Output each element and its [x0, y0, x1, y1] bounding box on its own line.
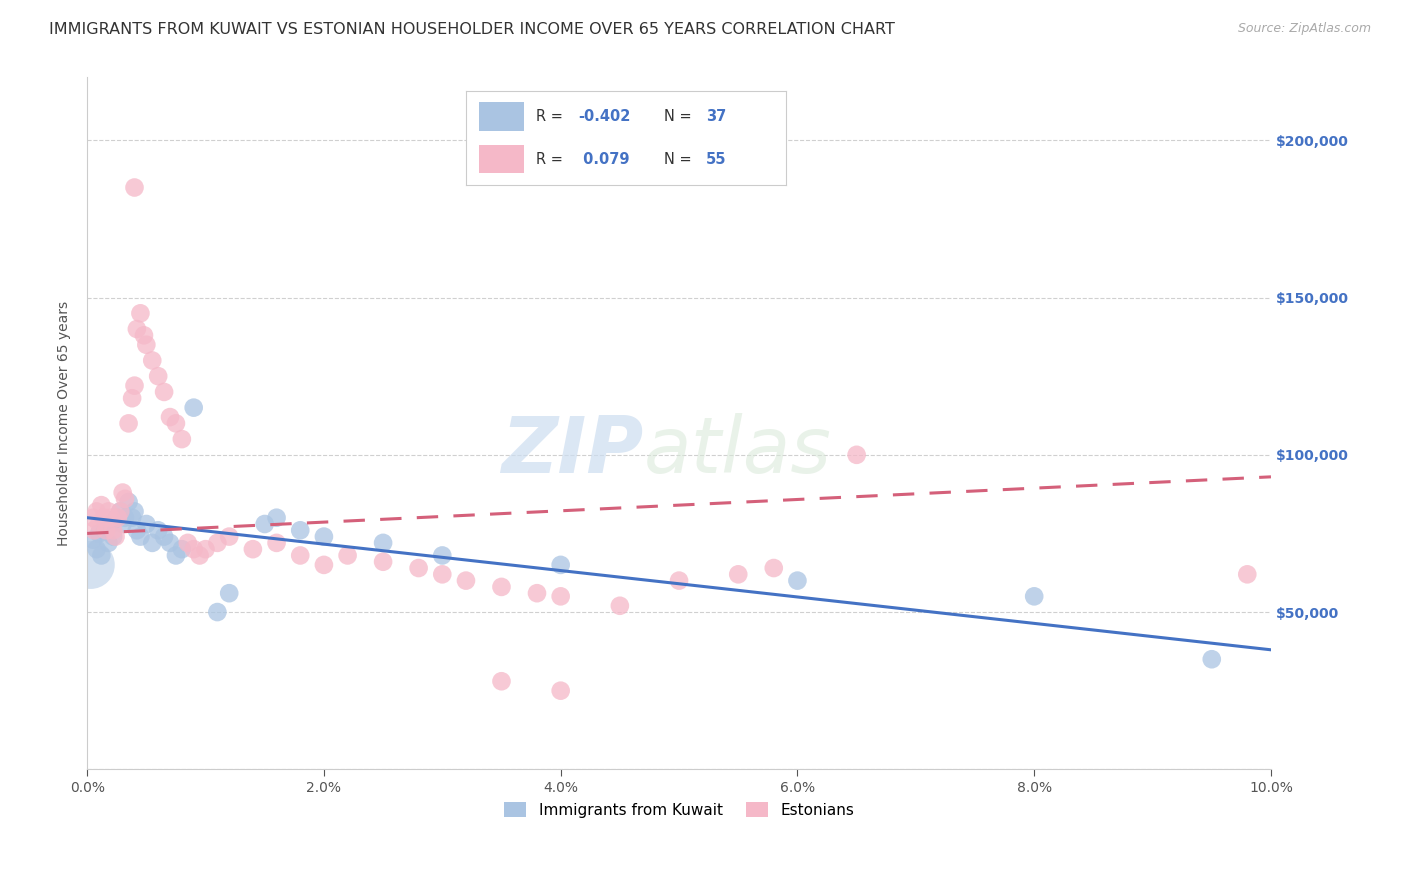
Point — [170, 542, 193, 557]
Point — [183, 401, 205, 415]
Point — [104, 530, 127, 544]
Point — [86, 504, 108, 518]
Point — [1236, 567, 1258, 582]
Point — [242, 542, 264, 557]
Point — [550, 590, 572, 604]
Point — [97, 504, 120, 518]
Point — [107, 510, 129, 524]
Point — [125, 322, 148, 336]
Point — [408, 561, 430, 575]
Point — [135, 337, 157, 351]
Point — [491, 580, 513, 594]
Point — [786, 574, 808, 588]
Point — [159, 536, 181, 550]
Point — [371, 555, 394, 569]
Point — [114, 491, 136, 506]
Point — [129, 530, 152, 544]
Point — [111, 485, 134, 500]
Point — [170, 432, 193, 446]
Text: IMMIGRANTS FROM KUWAIT VS ESTONIAN HOUSEHOLDER INCOME OVER 65 YEARS CORRELATION : IMMIGRANTS FROM KUWAIT VS ESTONIAN HOUSE… — [49, 22, 896, 37]
Point — [148, 369, 170, 384]
Point — [103, 530, 125, 544]
Point — [762, 561, 785, 575]
Point — [124, 504, 146, 518]
Point — [103, 524, 125, 538]
Point — [87, 516, 110, 531]
Point — [266, 510, 288, 524]
Point — [111, 516, 134, 531]
Point — [117, 495, 139, 509]
Point — [188, 549, 211, 563]
Point — [266, 536, 288, 550]
Point — [97, 536, 120, 550]
Point — [312, 558, 335, 572]
Point — [117, 417, 139, 431]
Point — [609, 599, 631, 613]
Point — [124, 180, 146, 194]
Point — [290, 549, 312, 563]
Point — [93, 510, 115, 524]
Point — [90, 549, 112, 563]
Point — [110, 504, 132, 518]
Point — [90, 498, 112, 512]
Point — [135, 516, 157, 531]
Point — [153, 384, 176, 399]
Point — [100, 516, 122, 531]
Point — [432, 567, 454, 582]
Point — [82, 510, 104, 524]
Point — [114, 510, 136, 524]
Point — [83, 524, 105, 538]
Point — [207, 605, 229, 619]
Point — [132, 328, 155, 343]
Y-axis label: Householder Income Over 65 years: Householder Income Over 65 years — [58, 301, 72, 546]
Point — [194, 542, 217, 557]
Point — [121, 391, 143, 405]
Point — [159, 410, 181, 425]
Point — [110, 504, 132, 518]
Point — [100, 510, 122, 524]
Point — [727, 567, 749, 582]
Point — [82, 533, 104, 547]
Point — [550, 558, 572, 572]
Point — [290, 524, 312, 538]
Point — [165, 417, 187, 431]
Point — [124, 378, 146, 392]
Point — [1201, 652, 1223, 666]
Point — [125, 524, 148, 538]
Point — [845, 448, 868, 462]
Point — [165, 549, 187, 563]
Point — [526, 586, 548, 600]
Point — [94, 524, 117, 538]
Legend: Immigrants from Kuwait, Estonians: Immigrants from Kuwait, Estonians — [498, 796, 860, 824]
Point — [550, 683, 572, 698]
Point — [153, 530, 176, 544]
Text: atlas: atlas — [644, 413, 831, 489]
Point — [80, 558, 103, 572]
Point — [336, 549, 359, 563]
Point — [141, 353, 163, 368]
Point — [218, 530, 240, 544]
Point — [148, 524, 170, 538]
Point — [668, 574, 690, 588]
Point — [86, 542, 108, 557]
Point — [253, 516, 276, 531]
Point — [1024, 590, 1046, 604]
Point — [105, 510, 128, 524]
Point — [183, 542, 205, 557]
Text: ZIP: ZIP — [502, 413, 644, 489]
Point — [207, 536, 229, 550]
Point — [141, 536, 163, 550]
Point — [94, 524, 117, 538]
Point — [491, 674, 513, 689]
Point — [177, 536, 200, 550]
Text: Source: ZipAtlas.com: Source: ZipAtlas.com — [1237, 22, 1371, 36]
Point — [129, 306, 152, 320]
Point — [121, 510, 143, 524]
Point — [312, 530, 335, 544]
Point — [432, 549, 454, 563]
Point — [87, 526, 110, 541]
Point — [218, 586, 240, 600]
Point — [454, 574, 477, 588]
Point — [371, 536, 394, 550]
